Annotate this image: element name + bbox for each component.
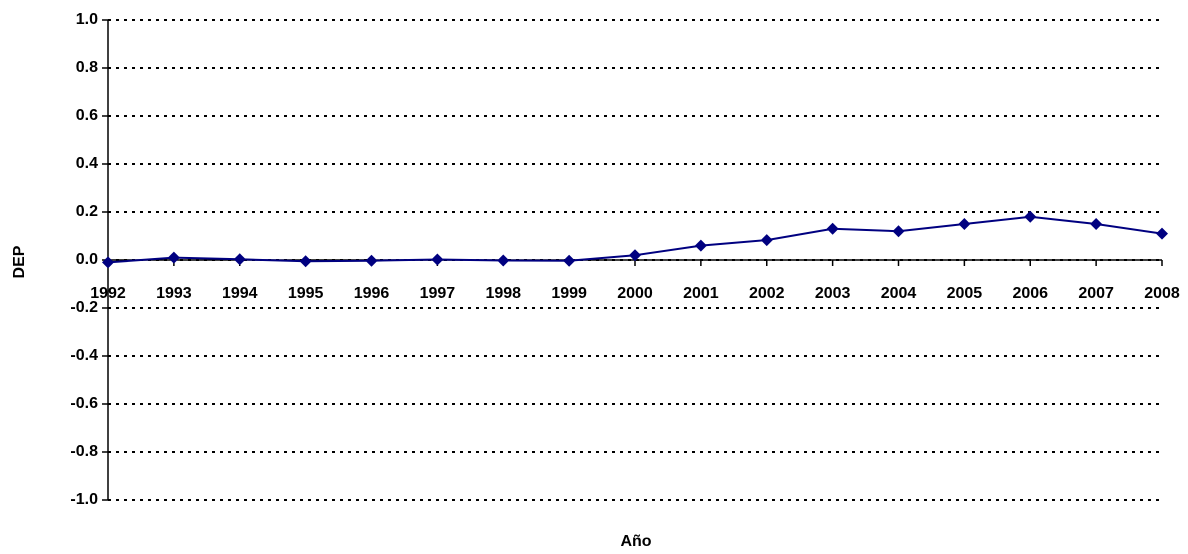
x-tick-label: 1992 <box>90 285 126 302</box>
y-tick-label: -1.0 <box>70 491 98 508</box>
x-tick-label: 1993 <box>156 285 192 302</box>
y-tick-label: 0.8 <box>76 59 98 76</box>
y-tick-label: 1.0 <box>76 11 98 28</box>
marker <box>497 254 510 267</box>
marker <box>563 254 576 267</box>
marker <box>431 253 444 266</box>
x-tick-label: 2002 <box>749 285 785 302</box>
y-tick-label: 0.6 <box>76 107 98 124</box>
marker <box>760 234 773 247</box>
y-tick-label: -0.4 <box>70 347 98 364</box>
y-tick-label: -0.8 <box>70 443 98 460</box>
x-tick-label: 2006 <box>1012 285 1048 302</box>
marker <box>892 225 905 238</box>
x-tick-label: 1994 <box>222 285 258 302</box>
x-tick-label: 2004 <box>881 285 917 302</box>
x-tick-label: 2003 <box>815 285 851 302</box>
y-tick-label: 0.4 <box>76 155 98 172</box>
marker <box>299 255 312 268</box>
marker <box>1090 218 1103 230</box>
y-tick-label: -0.6 <box>70 395 98 412</box>
x-tick-label: 1996 <box>354 285 390 302</box>
y-tick-label: -0.2 <box>70 299 98 316</box>
y-tick-label: 0.2 <box>76 203 98 220</box>
marker <box>365 254 378 267</box>
x-tick-label: 2008 <box>1144 285 1180 302</box>
y-axis-label: DEP <box>11 245 28 278</box>
x-tick-label: 1998 <box>485 285 521 302</box>
x-tick-label: 2000 <box>617 285 653 302</box>
x-tick-label: 1995 <box>288 285 324 302</box>
x-tick-label: 2005 <box>947 285 983 302</box>
x-tick-label: 1997 <box>420 285 456 302</box>
marker <box>694 239 707 252</box>
marker <box>102 256 114 269</box>
marker <box>826 222 839 235</box>
marker <box>167 251 180 264</box>
x-axis-label: Año <box>620 533 651 550</box>
marker <box>629 249 641 262</box>
x-tick-label: 2007 <box>1078 285 1114 302</box>
y-tick-label: 0.0 <box>76 251 98 268</box>
marker <box>1156 227 1168 240</box>
x-tick-label: 2001 <box>683 285 719 302</box>
marker <box>233 253 246 266</box>
marker <box>1024 210 1037 223</box>
marker <box>958 218 971 230</box>
x-tick-label: 1999 <box>551 285 587 302</box>
